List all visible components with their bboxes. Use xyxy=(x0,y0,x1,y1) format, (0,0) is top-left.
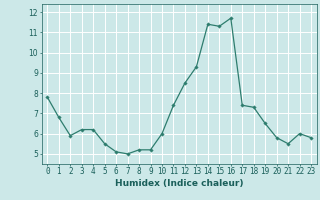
X-axis label: Humidex (Indice chaleur): Humidex (Indice chaleur) xyxy=(115,179,244,188)
